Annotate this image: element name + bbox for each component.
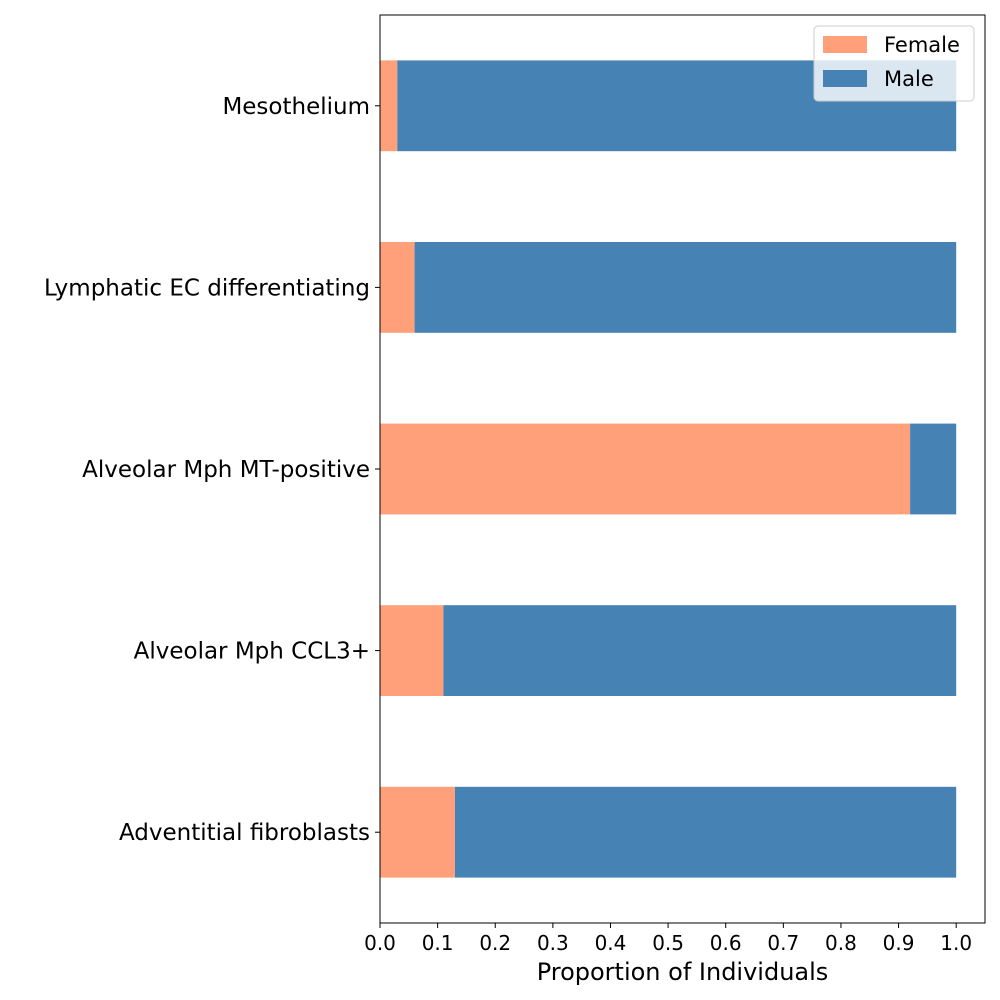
x-tick-label: 0.5 (652, 931, 684, 955)
bar-female-1 (380, 242, 415, 333)
x-tick-label: 0.4 (595, 931, 627, 955)
legend-swatch-male (823, 70, 867, 87)
legend: Female Male (813, 25, 975, 102)
bar-female-4 (380, 786, 455, 878)
x-tick-label: 0.6 (710, 931, 742, 955)
x-tick-label: 0.0 (364, 931, 396, 955)
x-tick-label: 0.2 (479, 931, 511, 955)
x-axis: 0.0 0.1 0.2 0.3 0.4 0.5 0.6 0.7 0.8 0.9 1.0 (364, 923, 972, 955)
legend-label-female: Female (884, 33, 960, 57)
bar-female-0 (380, 60, 398, 152)
bars-layer (380, 60, 957, 878)
bar-male-3 (443, 605, 957, 696)
legend-label-male: Male (884, 67, 934, 91)
x-tick-label: 1.0 (940, 931, 972, 955)
bar-female-2 (380, 423, 911, 515)
bar-male-2 (910, 423, 957, 515)
x-tick-label: 0.3 (537, 931, 569, 955)
bar-male-1 (414, 242, 957, 333)
y-tick-label: Mesothelium (222, 94, 370, 120)
x-tick-label: 0.9 (883, 931, 915, 955)
x-tick-label: 0.8 (825, 931, 857, 955)
y-tick-label: Lymphatic EC differentiating (44, 275, 370, 301)
y-axis: Mesothelium Lymphatic EC differentiating A… (44, 94, 380, 846)
y-tick-label: Adventitial fibroblasts (119, 820, 370, 846)
y-tick-label: Alveolar Mph CCL3+ (134, 639, 370, 665)
x-tick-label: 0.7 (767, 931, 799, 955)
y-tick-label: Alveolar Mph MT-positive (82, 457, 370, 483)
bar-female-3 (380, 605, 444, 696)
legend-swatch-female (823, 36, 867, 53)
x-axis-label: Proportion of Individuals (537, 958, 829, 986)
x-tick-label: 0.1 (422, 931, 454, 955)
bar-male-4 (454, 786, 957, 878)
